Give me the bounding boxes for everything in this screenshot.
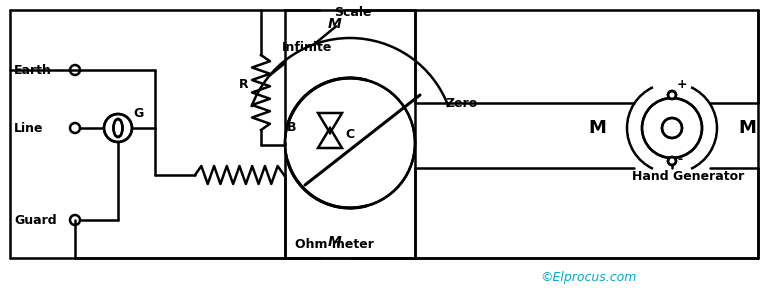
Text: Ohm meter: Ohm meter (295, 238, 374, 251)
Text: ©Elprocus.com: ©Elprocus.com (540, 272, 636, 285)
Text: B: B (287, 121, 297, 134)
Text: R: R (239, 78, 249, 91)
Text: +: + (677, 78, 688, 91)
Text: M: M (328, 17, 342, 31)
Text: Line: Line (14, 122, 44, 134)
Text: -: - (677, 153, 682, 166)
Circle shape (104, 114, 132, 142)
Text: G: G (133, 107, 143, 120)
Text: C: C (345, 128, 354, 141)
Text: M: M (588, 119, 606, 137)
Text: Hand Generator: Hand Generator (632, 170, 744, 183)
Text: Infinite: Infinite (281, 41, 332, 54)
Circle shape (668, 91, 676, 99)
Text: M: M (738, 119, 756, 137)
Text: Zero: Zero (445, 97, 478, 110)
Text: Guard: Guard (14, 213, 57, 226)
Circle shape (642, 98, 702, 158)
Text: Scale: Scale (334, 6, 372, 19)
Text: M: M (328, 235, 342, 249)
Circle shape (285, 78, 415, 208)
Circle shape (662, 118, 682, 138)
Circle shape (668, 157, 676, 165)
Text: Earth: Earth (14, 63, 52, 77)
Ellipse shape (114, 119, 122, 137)
